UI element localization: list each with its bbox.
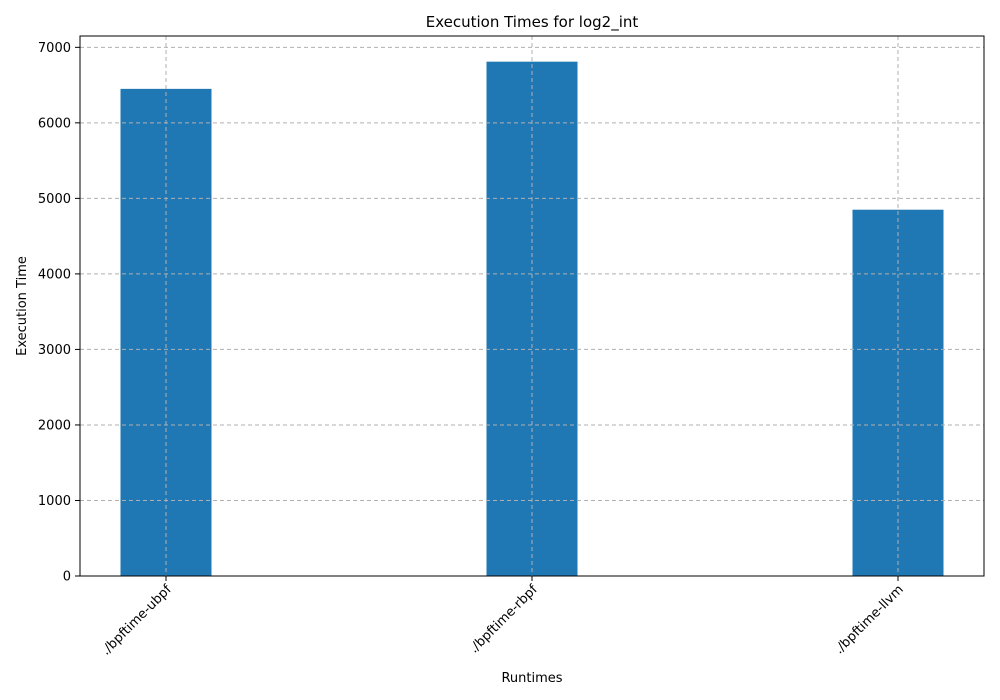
y-tick-label-3: 3000: [38, 343, 71, 358]
y-tick-label-2: 2000: [38, 418, 71, 433]
x-axis-label: Runtimes: [501, 671, 562, 686]
y-tick-label-5: 5000: [38, 192, 71, 207]
y-axis-ticks: 0 1000 2000 3000 4000 5000 6000 7000: [38, 41, 80, 585]
y-tick-label-0: 0: [63, 570, 71, 585]
y-tick-label-1: 1000: [38, 494, 71, 509]
y-axis-label: Execution Time: [15, 256, 30, 356]
chart-title: Execution Times for log2_int: [426, 13, 639, 32]
y-tick-label-7: 7000: [38, 41, 71, 56]
y-tick-label-4: 4000: [38, 267, 71, 282]
y-tick-label-6: 6000: [38, 116, 71, 131]
